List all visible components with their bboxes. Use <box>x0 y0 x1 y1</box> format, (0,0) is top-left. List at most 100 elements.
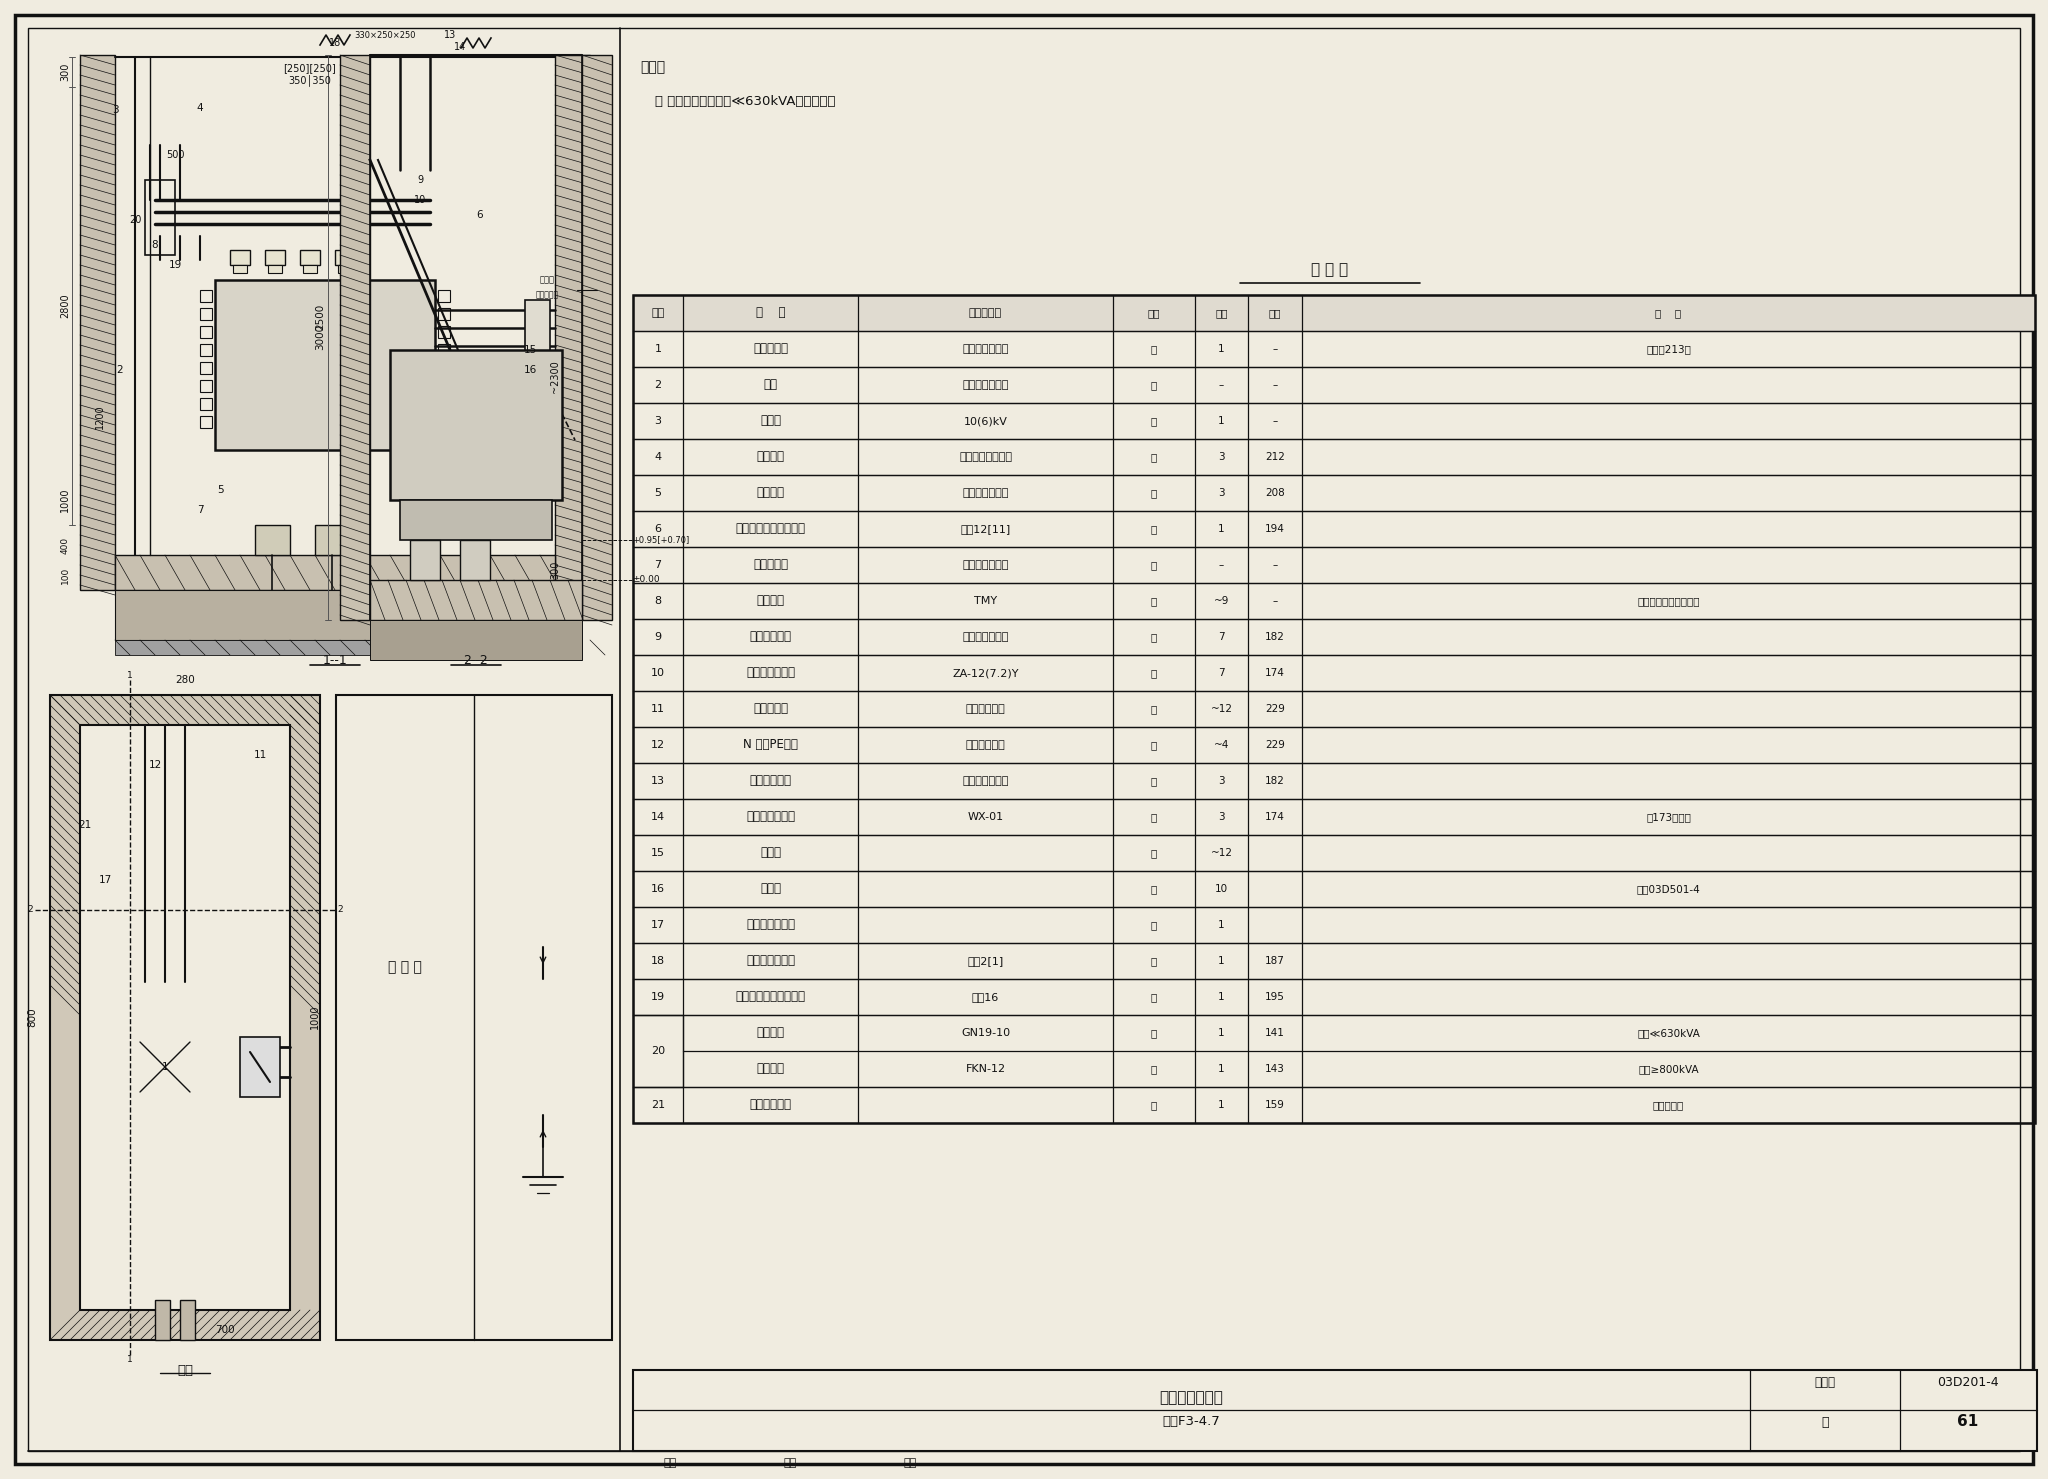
Text: 由工程设计确定: 由工程设计确定 <box>963 380 1010 390</box>
Circle shape <box>256 1060 268 1072</box>
Text: 数量: 数量 <box>1214 308 1227 318</box>
Bar <box>371 620 582 660</box>
Text: ±0.00: ±0.00 <box>633 575 659 584</box>
Text: 208: 208 <box>1266 488 1284 498</box>
Circle shape <box>160 963 170 975</box>
Bar <box>438 380 451 392</box>
Circle shape <box>150 589 168 606</box>
Text: 8: 8 <box>655 596 662 606</box>
Circle shape <box>526 611 545 629</box>
Text: 电力变压器: 电力变压器 <box>754 343 788 355</box>
Circle shape <box>121 611 139 629</box>
Text: 10(6)kV: 10(6)kV <box>963 416 1008 426</box>
Text: 1: 1 <box>655 345 662 353</box>
Bar <box>438 362 451 374</box>
Text: 16: 16 <box>651 884 666 893</box>
Text: 1: 1 <box>1219 920 1225 930</box>
Circle shape <box>524 623 541 637</box>
Text: 参见03D501-4: 参见03D501-4 <box>1636 884 1700 893</box>
Text: 15: 15 <box>524 345 537 355</box>
Bar <box>524 300 551 390</box>
Bar <box>201 398 213 410</box>
Text: 接地线: 接地线 <box>539 275 555 284</box>
Text: 台: 台 <box>1151 345 1157 353</box>
Circle shape <box>424 623 440 637</box>
Bar <box>438 325 451 339</box>
Text: 低压母线夹具: 低压母线夹具 <box>750 775 791 787</box>
Text: 由工程设计确定: 由工程设计确定 <box>963 345 1010 353</box>
Text: 固定钩: 固定钩 <box>760 883 780 895</box>
Circle shape <box>23 902 39 918</box>
Text: 20: 20 <box>129 214 141 225</box>
Circle shape <box>614 589 633 606</box>
Bar <box>49 695 319 1340</box>
Circle shape <box>526 589 545 606</box>
Text: 型号及规格: 型号及规格 <box>969 308 1001 318</box>
Bar <box>336 250 354 265</box>
Bar <box>180 1300 195 1340</box>
Circle shape <box>469 611 487 629</box>
Text: 14: 14 <box>651 812 666 822</box>
Text: 付: 付 <box>1151 632 1157 642</box>
Bar <box>389 351 561 500</box>
Text: 182: 182 <box>1266 776 1284 785</box>
Text: ~12: ~12 <box>1210 847 1233 858</box>
Text: 195: 195 <box>1266 992 1284 1001</box>
Text: 审核: 审核 <box>664 1458 676 1469</box>
Text: 4: 4 <box>655 453 662 461</box>
Bar <box>633 1370 2038 1451</box>
Circle shape <box>324 589 342 606</box>
Text: 电缆头: 电缆头 <box>760 414 780 427</box>
Text: 电缆: 电缆 <box>764 379 778 392</box>
Circle shape <box>209 589 225 606</box>
Text: 13: 13 <box>651 776 666 785</box>
Text: 用于≥800kVA: 用于≥800kVA <box>1638 1063 1698 1074</box>
Text: 接线端子: 接线端子 <box>756 451 784 463</box>
Text: 11: 11 <box>651 704 666 714</box>
Circle shape <box>111 1012 219 1123</box>
Text: N 线或PE线线: N 线或PE线线 <box>743 738 799 751</box>
Text: –: – <box>1272 596 1278 606</box>
Text: 2500: 2500 <box>315 303 326 330</box>
Bar <box>201 290 213 302</box>
Text: 备  注: 备 注 <box>1655 308 1681 318</box>
Bar <box>268 265 283 274</box>
Text: 隔离开关: 隔离开关 <box>756 1026 784 1040</box>
Text: 400: 400 <box>61 537 70 553</box>
Text: 高低压母线支架（三）: 高低压母线支架（三） <box>735 991 805 1003</box>
Text: 平面: 平面 <box>176 1364 193 1377</box>
Circle shape <box>352 589 371 606</box>
Text: 6: 6 <box>655 524 662 534</box>
Text: 9: 9 <box>418 175 424 185</box>
Text: 台: 台 <box>1151 1100 1157 1111</box>
Text: 2--2: 2--2 <box>463 654 487 667</box>
Circle shape <box>352 611 371 629</box>
Text: FKN-12: FKN-12 <box>965 1063 1006 1074</box>
Text: 3: 3 <box>113 105 119 115</box>
Circle shape <box>500 623 514 637</box>
Circle shape <box>295 589 313 606</box>
Bar <box>315 525 350 555</box>
Text: ~12: ~12 <box>1210 704 1233 714</box>
Text: 18: 18 <box>330 38 342 47</box>
Text: 主 接 线: 主 接 线 <box>387 960 422 975</box>
Text: 18: 18 <box>651 955 666 966</box>
Bar <box>115 555 555 590</box>
Bar <box>633 294 2036 331</box>
Circle shape <box>121 589 139 606</box>
Text: 按母线截面确定: 按母线截面确定 <box>963 776 1010 785</box>
Text: 临时接地接线柱: 临时接地接线柱 <box>745 918 795 932</box>
Circle shape <box>498 611 516 629</box>
Bar <box>201 308 213 319</box>
Bar <box>156 1300 170 1340</box>
Bar <box>145 180 174 254</box>
Text: 个: 个 <box>1151 524 1157 534</box>
Bar <box>201 325 213 339</box>
Bar <box>438 345 451 356</box>
Text: –: – <box>1219 380 1225 390</box>
Text: 141: 141 <box>1266 1028 1284 1038</box>
Text: –: – <box>1272 561 1278 569</box>
Ellipse shape <box>182 115 197 145</box>
Text: 9: 9 <box>655 632 662 642</box>
Circle shape <box>295 611 313 629</box>
